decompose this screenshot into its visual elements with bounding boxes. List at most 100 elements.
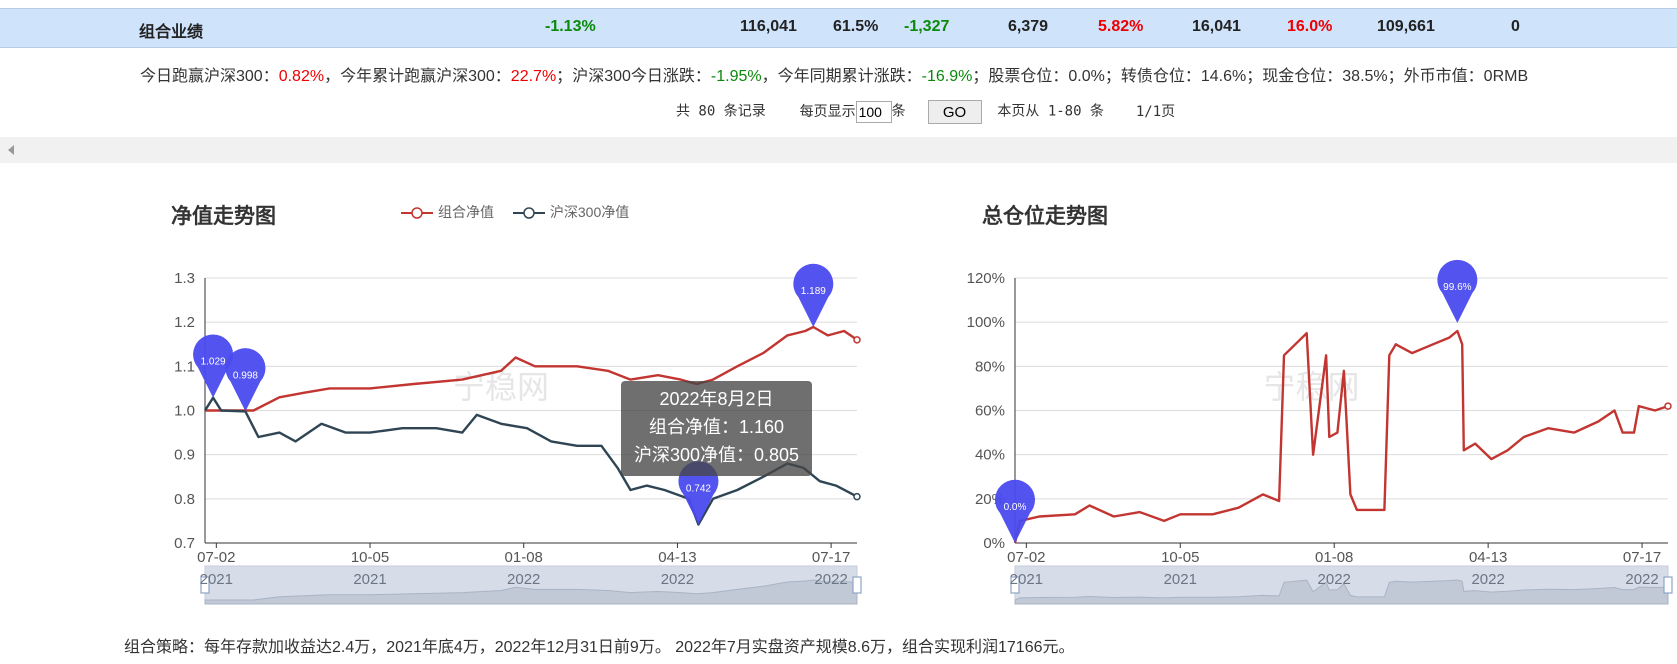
legend-item-portfolio[interactable]: 组合净值 [400, 202, 494, 222]
stat-separator: ， [761, 68, 778, 85]
slider-handle [1010, 576, 1020, 594]
marker-label: 1.189 [801, 286, 826, 297]
stat-label: 今日跑赢沪深300： [140, 68, 279, 85]
stat-label: 转债仓位： [1120, 68, 1201, 85]
marker-pin: 99.6% [1437, 259, 1478, 324]
tooltip-title: 2022年8月2日 [659, 389, 774, 409]
horizontal-scrollbar[interactable] [0, 137, 1677, 163]
stat-label: 沪深300今日涨跌： [572, 68, 711, 85]
slider-handle [852, 576, 862, 594]
y-tick-label: 40% [975, 447, 1005, 464]
slider-year-label: 2021 [1164, 571, 1197, 588]
strategy-note: 组合策略：每年存款加收益达2.4万，2021年底4万，2022年12月31日前9… [124, 639, 1075, 656]
y-tick-label: 60% [975, 403, 1005, 420]
legend-line-icon [401, 207, 433, 220]
y-tick-label: 1.2 [174, 314, 195, 331]
slider-year-label: 2021 [200, 571, 233, 588]
y-tick-label: 0.7 [174, 535, 195, 552]
legend-item-hs300[interactable]: 沪深300净值 [512, 202, 629, 222]
summary-row: 组合业绩 -1.13% 116,041 61.5% -1,327 6,379 5… [0, 8, 1677, 48]
stat-separator: ； [556, 68, 573, 85]
slider-preview-area [204, 579, 858, 605]
go-button[interactable]: GO [927, 100, 982, 124]
series-line-1 [203, 396, 858, 526]
summary-cell: 6,379 [1008, 18, 1049, 35]
summary-cell: 116,041 [740, 18, 797, 35]
position-chart-title: 总仓位走势图 [982, 205, 1108, 228]
tooltip-line: 组合净值：1.160 [648, 417, 785, 437]
stat-value: 0.0% [1068, 68, 1105, 85]
marker-label: 0.0% [1004, 502, 1027, 513]
x-tick-label: 07-17 [812, 549, 850, 566]
nav-chart-legend: 组合净值 沪深300净值 [400, 202, 643, 222]
series-line-0 [1013, 329, 1669, 544]
slider-year-label: 2021 [353, 571, 386, 588]
legend-label: 沪深300净值 [549, 204, 630, 220]
marker-pin-shape [1437, 259, 1478, 324]
y-tick-label: 0.8 [174, 491, 195, 508]
summary-cell: -1.13% [545, 18, 596, 35]
slider-year-label: 2022 [814, 571, 847, 588]
slider-preview-area [1014, 579, 1669, 605]
marker-pin: 0.998 [225, 348, 266, 412]
pager: 共 80 条记录 每页显示 条 GO 本页从 1-80 条 1/1页 [676, 100, 1175, 124]
y-tick-label: 120% [967, 270, 1005, 287]
y-tick-label: 1.1 [174, 358, 195, 375]
watermark-text: 宁稳网 [453, 368, 549, 406]
stat-value: 0.82% [278, 68, 325, 85]
stat-separator: ， [324, 68, 341, 85]
marker-label: 1.029 [201, 357, 226, 368]
chart-tooltip: 2022年8月2日 组合净值：1.160 沪深300净值：0.805 [621, 381, 812, 476]
y-tick-label: 1.3 [174, 270, 195, 287]
series-end-point [853, 336, 861, 344]
nav-chart-title: 净值走势图 [171, 205, 276, 228]
y-tick-label: 100% [967, 314, 1005, 331]
marker-pin-shape [225, 348, 266, 412]
x-tick-label: 04-13 [1469, 549, 1507, 566]
stat-label: 外币市值： [1403, 68, 1484, 85]
stat-value: -16.9% [921, 68, 973, 85]
slider-handle [200, 576, 210, 594]
summary-cell: 16,041 [1192, 18, 1241, 35]
series-end-point [1664, 402, 1672, 410]
slider-handle [1663, 576, 1673, 594]
legend-line-icon [512, 207, 545, 220]
stat-label: 今年同期累计涨跌： [777, 68, 922, 85]
stat-separator: ； [972, 68, 989, 85]
stat-value: 22.7% [510, 68, 557, 85]
marker-pin-shape [193, 334, 234, 398]
y-tick-label: 0.9 [174, 447, 195, 464]
slider-year-label: 2022 [1318, 571, 1351, 588]
page-range: 本页从 1-80 条 [997, 103, 1104, 120]
stat-label: 股票仓位： [988, 68, 1069, 85]
tooltip-line: 沪深300净值：0.805 [633, 445, 800, 465]
total-records: 共 80 条记录 [676, 103, 766, 120]
stat-label: 现金仓位： [1262, 68, 1343, 85]
x-tick-label: 04-13 [658, 549, 696, 566]
slider-year-label: 2022 [661, 571, 694, 588]
stat-separator: ； [1246, 68, 1263, 85]
x-tick-label: 01-08 [505, 549, 543, 566]
y-tick-label: 1.0 [174, 403, 195, 420]
x-tick-label: 10-05 [1161, 549, 1199, 566]
marker-label: 99.6% [1443, 282, 1471, 293]
series-end-point [853, 492, 861, 501]
per-page-label: 每页显示 [799, 102, 856, 119]
marker-pin: 1.029 [193, 334, 234, 398]
summary-cell: -1,327 [904, 18, 950, 35]
summary-cell: 61.5% [833, 18, 879, 35]
stat-value: 14.6% [1200, 68, 1247, 85]
stat-value: 0RMB [1483, 68, 1529, 85]
marker-pin: 0.742 [678, 461, 719, 525]
summary-cell: 0 [1511, 18, 1520, 35]
marker-pin: 0.0% [994, 479, 1035, 543]
per-page-input[interactable] [855, 101, 892, 123]
legend-label: 组合净值 [438, 204, 494, 220]
summary-cell: 5.82% [1098, 18, 1144, 35]
marker-pin-shape [793, 263, 834, 328]
summary-label: 组合业绩 [139, 24, 204, 41]
scroll-left-arrow-icon[interactable] [8, 145, 14, 155]
page-count: 1/1页 [1135, 103, 1176, 120]
per-page-unit: 条 [891, 102, 906, 119]
